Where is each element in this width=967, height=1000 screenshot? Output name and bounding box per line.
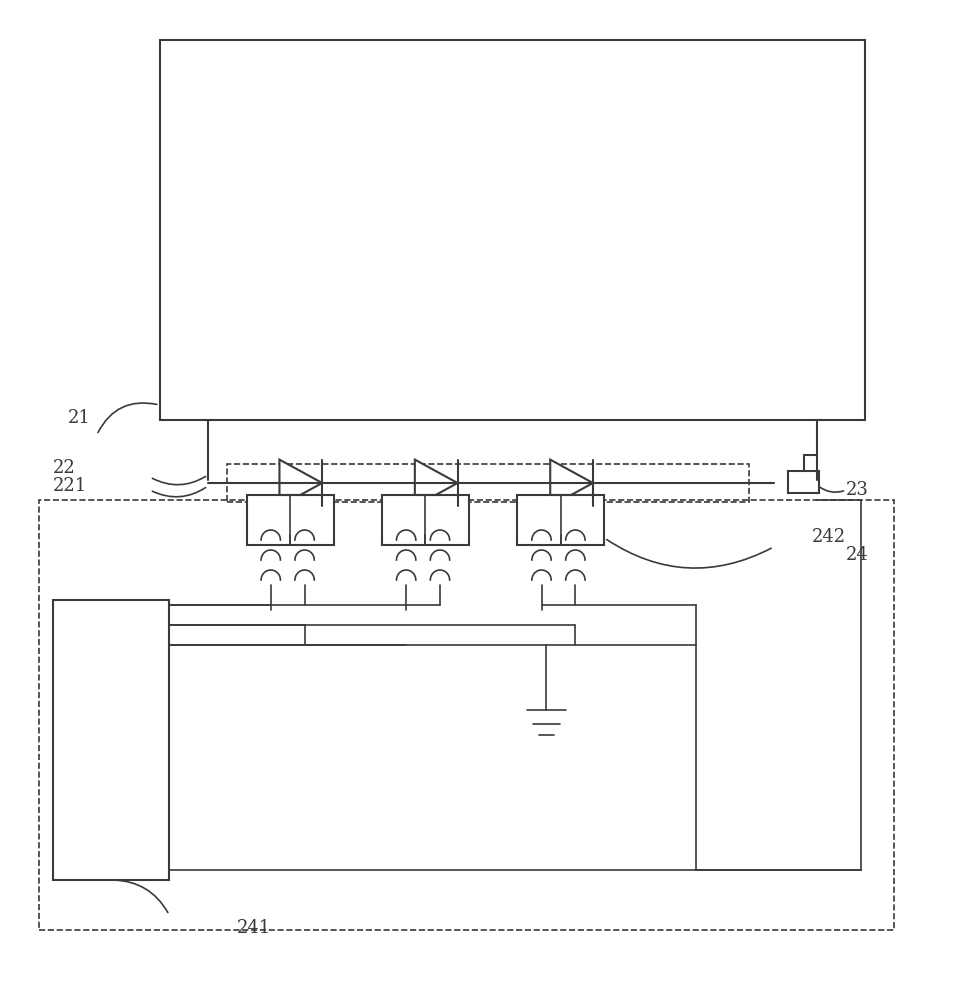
Polygon shape: [550, 460, 593, 506]
Text: 241: 241: [237, 919, 271, 937]
Text: 23: 23: [846, 481, 869, 499]
FancyBboxPatch shape: [53, 600, 169, 880]
FancyBboxPatch shape: [247, 495, 334, 545]
Text: 242: 242: [812, 528, 846, 546]
Text: 21: 21: [68, 409, 91, 427]
Polygon shape: [279, 460, 322, 506]
Text: 221: 221: [53, 477, 87, 495]
FancyBboxPatch shape: [160, 40, 865, 420]
Text: 22: 22: [53, 459, 76, 477]
Polygon shape: [415, 460, 457, 506]
FancyBboxPatch shape: [382, 495, 469, 545]
FancyBboxPatch shape: [517, 495, 604, 545]
Text: 24: 24: [846, 546, 869, 564]
FancyBboxPatch shape: [788, 471, 819, 493]
